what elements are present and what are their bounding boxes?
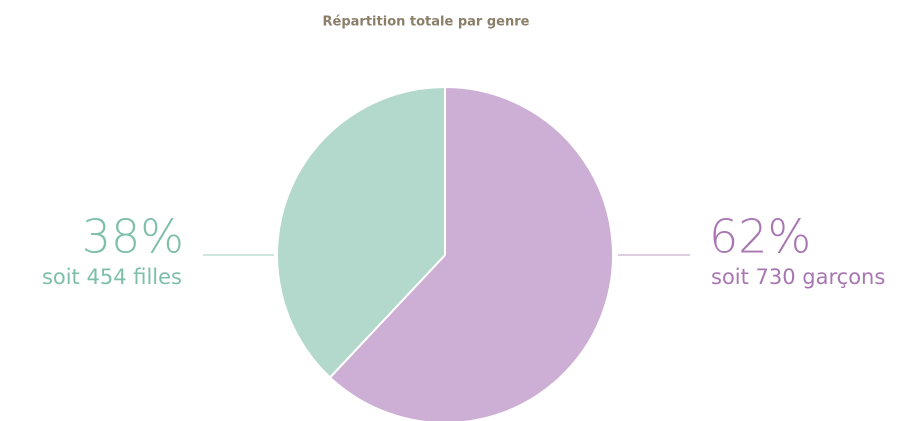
annotation: soit 454 filles [42,265,182,289]
chart-title: Répartition totale par genre [323,15,530,30]
annotation: soit 730 garçons [711,265,885,289]
value-label: 38% [82,210,184,264]
value-label: 62% [709,210,811,264]
pie-slice [328,85,614,421]
pie-slice [276,85,446,379]
